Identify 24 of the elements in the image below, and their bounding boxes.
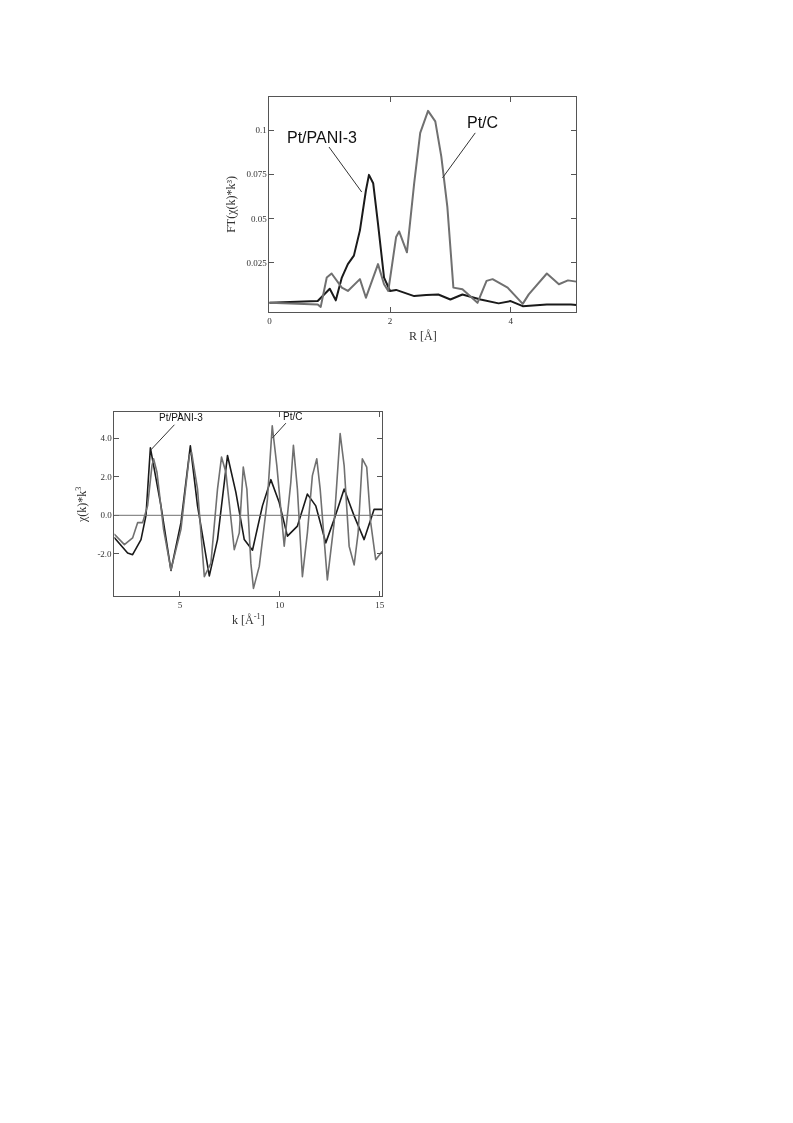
x-tick-label: 2 bbox=[387, 315, 393, 326]
line-series bbox=[114, 425, 383, 590]
y-axis-title: FT(χ(k)*k³) bbox=[223, 175, 238, 233]
x-axis-title: k [Å$^{-1}$] bbox=[232, 611, 265, 628]
annotation: Pt/C bbox=[283, 411, 303, 422]
line-series bbox=[269, 109, 577, 308]
x-tick-label: 10 bbox=[275, 600, 285, 611]
x-tick-label: 15 bbox=[375, 600, 385, 611]
x-tick-label: 0 bbox=[267, 315, 273, 326]
y-tick-label: 2.0 bbox=[100, 471, 113, 482]
x-tick-label: 4 bbox=[508, 315, 514, 326]
y-tick-label: 0.0 bbox=[100, 510, 113, 521]
x-tick-label: 5 bbox=[177, 600, 183, 611]
x-axis-title: R [Å] bbox=[409, 328, 437, 343]
annotation: Pt/PANI-3 bbox=[159, 412, 204, 423]
y-tick-label: 0.075 bbox=[246, 169, 268, 180]
y-tick-label: 0.05 bbox=[250, 213, 268, 224]
y-tick-label: 0.1 bbox=[255, 125, 267, 136]
y-tick-label: 0.025 bbox=[246, 257, 268, 268]
y-tick-label: 4.0 bbox=[100, 433, 113, 444]
annotation: Pt/PANI-3 bbox=[287, 129, 358, 146]
annotation: Pt/C bbox=[467, 114, 499, 131]
line-series bbox=[114, 445, 383, 577]
y-tick-label: -2.0 bbox=[97, 549, 113, 560]
